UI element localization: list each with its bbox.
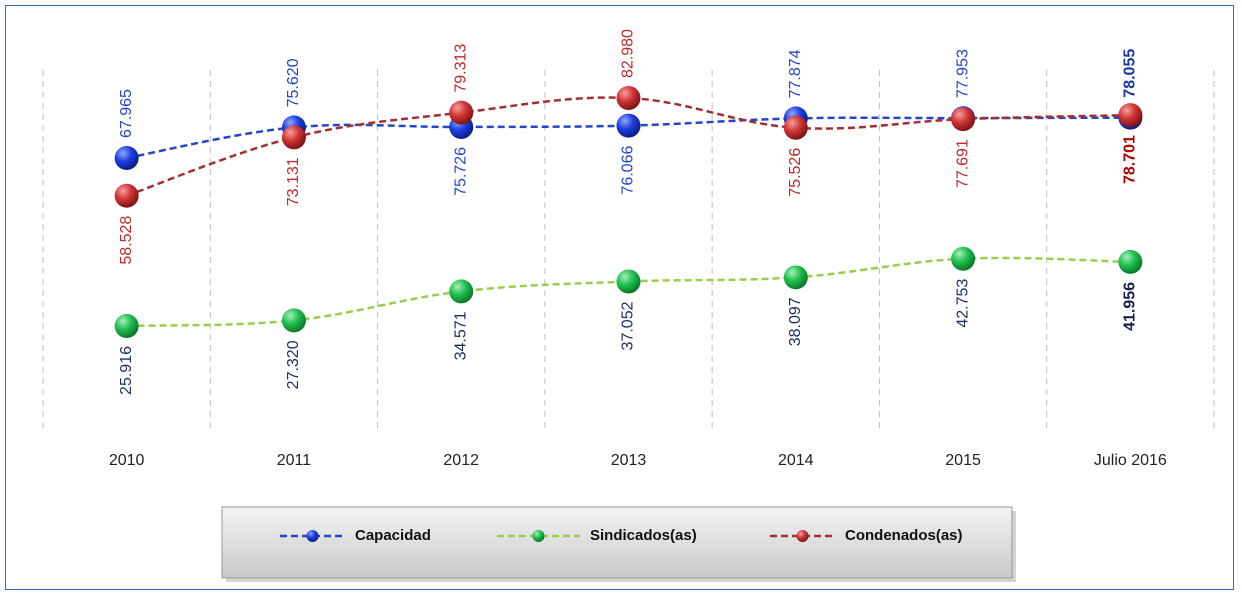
legend-marker	[306, 530, 319, 542]
legend-marker	[532, 530, 545, 542]
legend-label: Capacidad	[355, 527, 431, 544]
data-label: 67.965	[118, 89, 135, 138]
data-label: 75.526	[787, 148, 804, 197]
data-label: 41.956	[1122, 282, 1139, 331]
marker	[114, 145, 139, 170]
marker	[616, 113, 641, 138]
x-tick-label: 2015	[945, 452, 981, 469]
data-label: 34.571	[452, 311, 469, 360]
legend-label: Sindicados(as)	[590, 527, 697, 544]
data-label: 78.055	[1122, 49, 1139, 98]
legend-label: Condenados(as)	[845, 527, 963, 544]
marker	[281, 308, 306, 333]
x-tick-label: 2013	[611, 452, 647, 469]
marker	[616, 86, 641, 110]
data-label: 82.980	[620, 29, 637, 78]
x-tick-label: 2010	[109, 452, 145, 469]
data-label: 77.874	[787, 49, 804, 98]
marker	[449, 279, 474, 304]
x-tick-label: 2011	[277, 452, 312, 469]
data-label: 73.131	[285, 157, 302, 206]
marker	[1118, 103, 1143, 128]
data-label: 37.052	[620, 301, 637, 350]
marker	[449, 100, 474, 125]
x-tick-label: Julio 2016	[1094, 452, 1167, 469]
marker	[951, 246, 976, 271]
data-label: 75.726	[452, 147, 469, 196]
marker	[951, 107, 976, 132]
marker	[783, 265, 808, 290]
data-label: 77.691	[954, 139, 971, 188]
data-label: 58.528	[118, 216, 135, 265]
marker	[616, 269, 641, 294]
data-label: 78.701	[1122, 135, 1139, 184]
x-tick-label: 2014	[778, 452, 814, 469]
marker	[783, 115, 808, 140]
legend	[221, 506, 1013, 579]
marker	[114, 314, 139, 338]
data-label: 27.320	[285, 340, 302, 389]
data-label: 38.097	[787, 297, 804, 346]
data-label: 79.313	[452, 44, 469, 93]
data-label: 76.066	[620, 146, 637, 195]
marker	[1118, 249, 1143, 274]
data-label: 75.620	[285, 58, 302, 107]
marker	[281, 125, 306, 150]
x-tick-label: 2012	[443, 452, 479, 469]
marker	[114, 183, 139, 208]
data-label: 25.916	[118, 346, 135, 395]
data-label: 42.753	[954, 279, 971, 328]
data-label: 77.953	[954, 49, 971, 98]
legend-marker	[796, 530, 809, 542]
